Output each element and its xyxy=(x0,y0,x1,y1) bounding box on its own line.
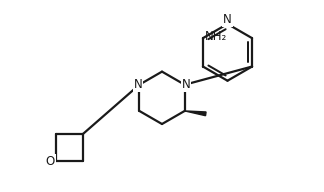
Text: N: N xyxy=(182,78,191,91)
Text: N: N xyxy=(133,78,142,91)
Polygon shape xyxy=(185,111,206,116)
Text: O: O xyxy=(46,155,55,168)
Text: NH₂: NH₂ xyxy=(205,30,227,43)
Text: N: N xyxy=(223,13,232,26)
